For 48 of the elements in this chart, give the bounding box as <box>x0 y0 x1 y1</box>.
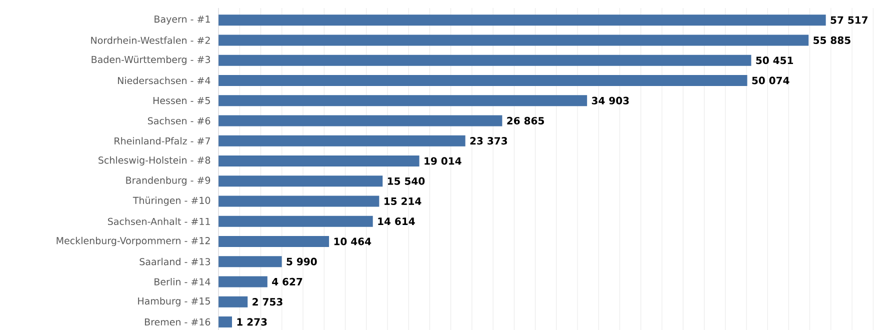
y-tick-label: Sachsen - #6 <box>148 117 210 124</box>
bar <box>218 316 232 328</box>
bar <box>218 276 268 288</box>
y-tick-label: Bremen - #16 <box>144 318 210 326</box>
data-label: 14 614 <box>378 218 415 226</box>
y-tick-label: Mecklenburg-Vorpommern - #12 <box>56 236 210 246</box>
y-tick-label: Baden-Württemberg - #3 <box>92 56 210 65</box>
data-label: 15 540 <box>388 177 425 185</box>
y-tick-label: Sachsen-Anhalt - #11 <box>108 218 210 226</box>
y-tick-label: Saarland - #13 <box>140 258 210 266</box>
y-tick-label: Schleswig-Holstein - #8 <box>98 156 210 166</box>
bar <box>218 135 466 146</box>
bar <box>218 34 809 46</box>
bar <box>218 14 826 26</box>
data-label: 55 885 <box>814 36 850 44</box>
data-label: 50 074 <box>752 76 790 84</box>
bar <box>218 155 420 166</box>
y-tick-label: Hessen - #5 <box>153 97 210 104</box>
data-label: 26 865 <box>507 116 544 124</box>
y-tick-label: Nordrhein-Westfalen - #2 <box>91 36 210 44</box>
y-tick-label: Brandenburg - #9 <box>126 176 210 186</box>
data-label: 2 753 <box>252 298 282 306</box>
bar <box>218 196 380 207</box>
data-label: 34 903 <box>592 96 629 104</box>
data-label: 57 517 <box>830 16 868 24</box>
bar <box>218 236 330 247</box>
bar <box>218 115 502 126</box>
data-label: 5 990 <box>286 258 317 266</box>
y-tick-label: Rheinland-Pfalz - #7 <box>114 137 210 145</box>
y-tick-label: Hamburg - #15 <box>138 297 210 306</box>
y-tick-label: Niedersachsen - #4 <box>118 76 210 84</box>
data-label: 10 464 <box>334 238 372 246</box>
bar <box>218 296 248 308</box>
bar <box>218 256 282 268</box>
bar <box>218 176 383 187</box>
bar <box>218 216 373 227</box>
y-tick-label: Thüringen - #10 <box>132 196 210 206</box>
y-tick-label: Bayern - #1 <box>154 16 210 25</box>
bar <box>218 54 752 66</box>
data-label: 50 451 <box>756 56 794 64</box>
data-label: 15 214 <box>384 197 422 205</box>
data-label: 19 014 <box>424 157 462 165</box>
data-label: 4 627 <box>272 278 302 286</box>
bar <box>218 74 748 86</box>
y-tick-label: Berlin - #14 <box>154 278 210 286</box>
bar <box>218 95 588 106</box>
data-label: 23 373 <box>470 137 508 145</box>
data-label: 1 273 <box>237 318 267 326</box>
